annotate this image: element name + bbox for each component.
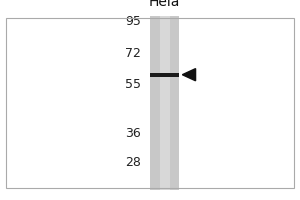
- Text: 36: 36: [125, 127, 141, 140]
- Text: 72: 72: [125, 47, 141, 60]
- Bar: [160, 16, 169, 190]
- Text: 95: 95: [125, 15, 141, 28]
- Polygon shape: [182, 69, 196, 81]
- Text: Hela: Hela: [149, 0, 180, 9]
- Text: 55: 55: [125, 78, 141, 91]
- Text: 28: 28: [125, 156, 141, 169]
- Bar: [150, 73, 179, 77]
- Bar: [150, 16, 179, 190]
